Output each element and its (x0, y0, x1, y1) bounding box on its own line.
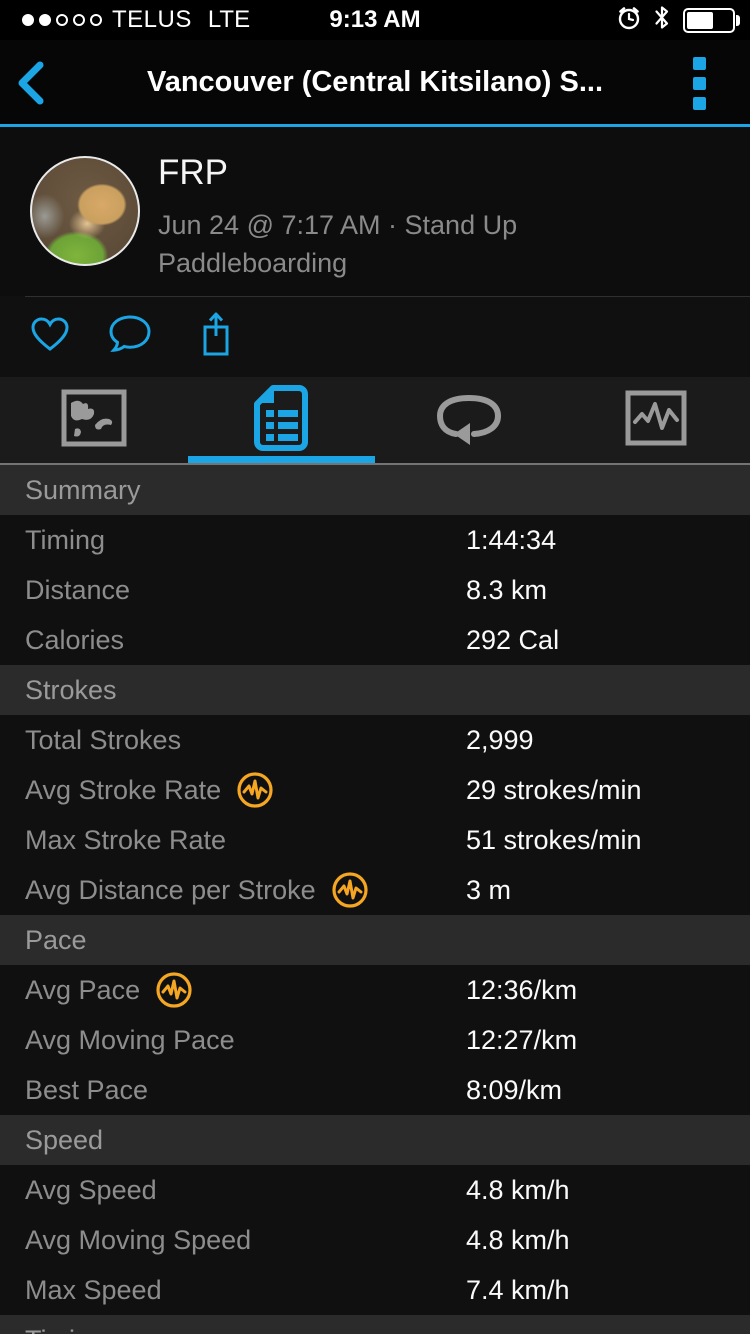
tab-laps[interactable] (375, 377, 563, 463)
table-row: Max Stroke Rate 51 strokes/min (0, 815, 750, 865)
section-header-label: Summary (25, 474, 141, 505)
row-label: Best Pace (25, 1074, 149, 1105)
table-row: Timing 1:44:34 (0, 515, 750, 565)
alarm-icon (617, 5, 641, 36)
nav-bar: Vancouver (Central Kitsilano) S... (0, 40, 750, 127)
back-button[interactable] (14, 60, 48, 106)
row-label: Avg Distance per Stroke (25, 874, 316, 905)
row-value: 7.4 km/h (466, 1274, 570, 1305)
section-header-label: Pace (25, 924, 87, 955)
laps-icon (436, 390, 502, 451)
carrier-label: TELUS (112, 6, 192, 33)
avatar[interactable] (30, 156, 140, 266)
table-row: Calories 292 Cal (0, 615, 750, 665)
charts-icon (625, 390, 687, 451)
details-list-icon (253, 384, 309, 457)
detail-chart-icon[interactable] (154, 970, 194, 1010)
activity-subtitle: Jun 24 @ 7:17 AM · Stand Up Paddleboardi… (158, 210, 518, 278)
like-button[interactable] (30, 316, 70, 358)
row-value: 292 Cal (466, 624, 560, 655)
row-value: 8.3 km (466, 574, 548, 605)
tab-map[interactable] (0, 377, 188, 463)
comment-button[interactable] (107, 314, 153, 360)
row-label: Avg Moving Speed (25, 1224, 252, 1255)
share-button[interactable] (200, 311, 232, 362)
section-header: Strokes (0, 665, 750, 715)
section-header: Speed (0, 1115, 750, 1165)
detail-tab-bar (0, 377, 750, 465)
detail-chart-icon[interactable] (330, 870, 370, 910)
network-type-label: LTE (207, 6, 251, 33)
clock-time: 9:13 AM (329, 6, 421, 33)
row-value: 4.8 km/h (466, 1174, 570, 1205)
table-row: Avg Moving Speed 4.8 km/h (0, 1215, 750, 1265)
table-row: Max Speed 7.4 km/h (0, 1265, 750, 1315)
row-label: Total Strokes (25, 724, 182, 755)
row-label: Avg Speed (25, 1174, 157, 1205)
status-bar: TELUS LTE 9:13 AM (0, 0, 750, 40)
page-title: Vancouver (Central Kitsilano) S... (146, 65, 604, 98)
bluetooth-icon (653, 4, 671, 36)
row-value: 3 m (466, 874, 512, 905)
row-label: Timing (25, 524, 106, 555)
row-value: 8:09/km (466, 1074, 563, 1105)
table-row: Avg Stroke Rate 29 strokes/min (0, 765, 750, 815)
signal-strength-icon (22, 14, 102, 26)
row-value: 51 strokes/min (466, 824, 642, 855)
share-icon (200, 311, 232, 362)
activity-header: FRP Jun 24 @ 7:17 AM · Stand Up Paddlebo… (0, 127, 750, 296)
row-value: 2,999 (466, 724, 534, 755)
section-header: Pace (0, 915, 750, 965)
user-name: FRP (158, 153, 228, 192)
table-row: Total Strokes 2,999 (0, 715, 750, 765)
table-row: Avg Distance per Stroke 3 m (0, 865, 750, 915)
comment-bubble-icon (107, 314, 153, 360)
overflow-menu-button[interactable] (693, 57, 706, 110)
row-value: 4.8 km/h (466, 1224, 570, 1255)
section-header-label: Speed (25, 1124, 104, 1155)
table-row: Avg Pace 12:36/km (0, 965, 750, 1015)
row-label: Avg Stroke Rate (25, 774, 222, 805)
row-label: Max Speed (25, 1274, 162, 1305)
battery-icon (683, 7, 740, 33)
section-header-partial: Timing (0, 1315, 750, 1334)
social-action-row (0, 296, 750, 377)
heart-icon (30, 316, 70, 358)
table-row: Best Pace 8:09/km (0, 1065, 750, 1115)
row-value: 1:44:34 (466, 524, 557, 555)
row-value: 12:36/km (466, 974, 578, 1005)
row-value: 12:27/km (466, 1024, 578, 1055)
tab-details[interactable] (187, 377, 375, 463)
section-header-label: Timing (25, 1325, 105, 1334)
table-row: Avg Moving Pace 12:27/km (0, 1015, 750, 1065)
summary-list: Summary Timing 1:44:34 Distance 8.3 km C… (0, 465, 750, 1334)
row-label: Avg Moving Pace (25, 1024, 235, 1055)
selected-tab-underline (187, 456, 375, 463)
row-label: Distance (25, 574, 131, 605)
row-label: Max Stroke Rate (25, 824, 227, 855)
detail-chart-icon[interactable] (235, 770, 275, 810)
row-label: Calories (25, 624, 125, 655)
table-row: Distance 8.3 km (0, 565, 750, 615)
table-row: Avg Speed 4.8 km/h (0, 1165, 750, 1215)
row-label: Avg Pace (25, 974, 141, 1005)
row-value: 29 strokes/min (466, 774, 642, 805)
section-header-label: Strokes (25, 674, 117, 705)
tab-charts[interactable] (563, 377, 750, 463)
section-header: Summary (0, 465, 750, 515)
map-route-icon (61, 389, 127, 452)
